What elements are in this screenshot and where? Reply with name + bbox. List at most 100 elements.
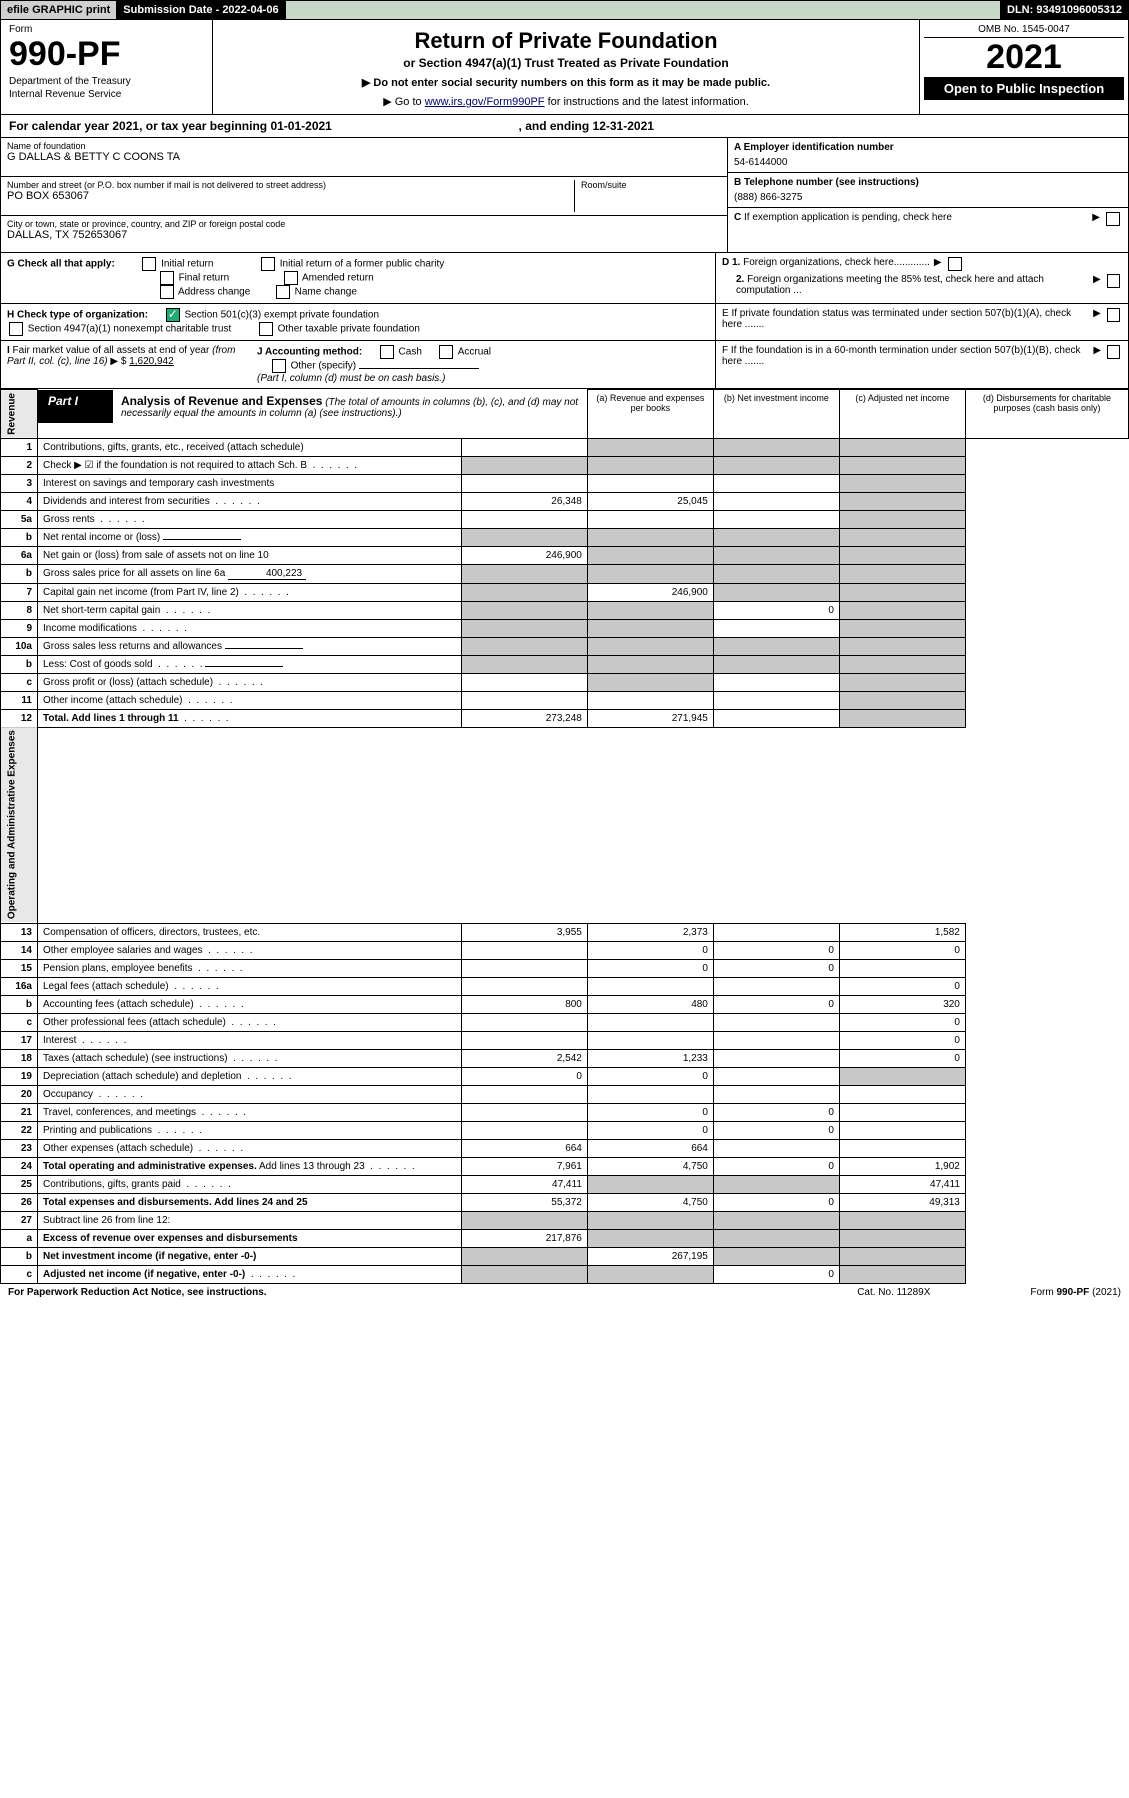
d1-label: Foreign organizations, check here.......…	[743, 257, 930, 268]
calendar-year-line: For calendar year 2021, or tax year begi…	[0, 115, 1129, 138]
name-change-checkbox[interactable]	[276, 285, 290, 299]
instr2-post: for instructions and the latest informat…	[545, 96, 749, 108]
j-label: J Accounting method:	[257, 347, 362, 358]
table-row: 21Travel, conferences, and meetings . . …	[1, 1103, 1129, 1121]
opt-4947: Section 4947(a)(1) nonexempt charitable …	[28, 324, 231, 335]
address-change-checkbox[interactable]	[160, 285, 174, 299]
exemption-pending-label: If exemption application is pending, che…	[744, 212, 952, 223]
501c3-checkbox[interactable]	[166, 308, 180, 322]
table-row: 23Other expenses (attach schedule) . . .…	[1, 1139, 1129, 1157]
phone-value: (888) 866-3275	[734, 188, 1122, 203]
table-row: 25Contributions, gifts, grants paid . . …	[1, 1175, 1129, 1193]
table-row: 12Total. Add lines 1 through 11 . . . . …	[1, 709, 1129, 727]
cal-end: 12-31-2021	[593, 119, 654, 133]
g-label: G Check all that apply:	[7, 259, 115, 270]
other-taxable-checkbox[interactable]	[259, 322, 273, 336]
table-row: 1Contributions, gifts, grants, etc., rec…	[1, 438, 1129, 456]
col-a-header: (a) Revenue and expenses per books	[587, 390, 713, 439]
top-bar: efile GRAPHIC print Submission Date - 20…	[0, 0, 1129, 20]
instr2-pre: ▶ Go to	[383, 96, 424, 108]
exemption-checkbox[interactable]	[1106, 212, 1120, 226]
section-h-row: H Check type of organization: Section 50…	[0, 304, 1129, 341]
col-c-header: (c) Adjusted net income	[839, 390, 965, 439]
table-row: 5aGross rents . . . . . .	[1, 510, 1129, 528]
table-row: 15Pension plans, employee benefits . . .…	[1, 959, 1129, 977]
opt-501c3: Section 501(c)(3) exempt private foundat…	[184, 310, 379, 321]
table-row: 17Interest . . . . . .0	[1, 1031, 1129, 1049]
f-checkbox[interactable]	[1107, 345, 1120, 359]
form-title: Return of Private Foundation	[223, 28, 909, 54]
opt-initial: Initial return	[161, 259, 213, 270]
cash-checkbox[interactable]	[380, 345, 394, 359]
e-label: E If private foundation status was termi…	[722, 308, 1089, 330]
final-return-checkbox[interactable]	[160, 271, 174, 285]
opt-address: Address change	[178, 287, 250, 298]
amended-checkbox[interactable]	[284, 271, 298, 285]
col-b-header: (b) Net investment income	[713, 390, 839, 439]
initial-former-checkbox[interactable]	[261, 257, 275, 271]
table-row: aExcess of revenue over expenses and dis…	[1, 1229, 1129, 1247]
cal-mid: , and ending	[519, 119, 593, 133]
form-number: 990-PF	[9, 35, 204, 74]
4947-checkbox[interactable]	[9, 322, 23, 336]
table-row: 27Subtract line 26 from line 12:	[1, 1211, 1129, 1229]
opt-accrual: Accrual	[458, 347, 491, 358]
table-row: bLess: Cost of goods sold . . . . . .	[1, 655, 1129, 673]
arrow-icon: ▶	[1093, 308, 1101, 330]
irs-link[interactable]: www.irs.gov/Form990PF	[425, 96, 545, 108]
opt-other: Other (specify)	[291, 361, 357, 372]
d1-checkbox[interactable]	[948, 257, 962, 271]
revenue-label: Revenue	[1, 390, 38, 439]
opt-other-taxable: Other taxable private foundation	[278, 324, 420, 335]
efile-graphic-label[interactable]: efile GRAPHIC print	[1, 1, 117, 19]
form-word: Form	[9, 24, 204, 35]
table-row: 2Check ▶ ☑ if the foundation is not requ…	[1, 456, 1129, 474]
table-row: cOther professional fees (attach schedul…	[1, 1013, 1129, 1031]
d2-checkbox[interactable]	[1107, 274, 1120, 288]
expenses-label: Operating and Administrative Expenses	[1, 727, 38, 923]
tax-year: 2021	[924, 38, 1124, 77]
table-row: 24Total operating and administrative exp…	[1, 1157, 1129, 1175]
section-ij-row: I Fair market value of all assets at end…	[0, 341, 1129, 389]
section-g-row: G Check all that apply: Initial return I…	[0, 253, 1129, 304]
arrow-icon: ▶	[1093, 345, 1101, 367]
col-d-header: (d) Disbursements for charitable purpose…	[965, 390, 1128, 439]
fmv-value: 1,620,942	[129, 356, 174, 367]
top-spacer	[286, 1, 1001, 19]
table-row: cAdjusted net income (if negative, enter…	[1, 1265, 1129, 1283]
table-row: bNet rental income or (loss)	[1, 528, 1129, 546]
street-address: PO BOX 653067	[7, 190, 574, 202]
table-row: 4Dividends and interest from securities …	[1, 492, 1129, 510]
submission-date: Submission Date - 2022-04-06	[117, 1, 285, 19]
table-row: 22Printing and publications . . . . . .0…	[1, 1121, 1129, 1139]
initial-return-checkbox[interactable]	[142, 257, 156, 271]
table-row: 9Income modifications . . . . . .	[1, 619, 1129, 637]
name-label: Name of foundation	[7, 141, 721, 151]
table-row: 16aLegal fees (attach schedule) . . . . …	[1, 977, 1129, 995]
instr-2: ▶ Go to www.irs.gov/Form990PF for instru…	[223, 95, 909, 108]
e-checkbox[interactable]	[1107, 308, 1120, 322]
table-row: bNet investment income (if negative, ent…	[1, 1247, 1129, 1265]
arrow-icon: ▶	[1093, 274, 1101, 296]
room-label: Room/suite	[581, 180, 721, 190]
other-method-checkbox[interactable]	[272, 359, 286, 373]
h-label: H Check type of organization:	[7, 310, 148, 321]
omb-number: OMB No. 1545-0047	[924, 24, 1124, 38]
table-row: cGross profit or (loss) (attach schedule…	[1, 673, 1129, 691]
dln: DLN: 93491096005312	[1001, 1, 1128, 19]
phone-label: B Telephone number (see instructions)	[734, 177, 1122, 188]
dept-line1: Department of the Treasury	[9, 76, 204, 87]
accrual-checkbox[interactable]	[439, 345, 453, 359]
opt-amended: Amended return	[302, 273, 374, 284]
page-footer: For Paperwork Reduction Act Notice, see …	[0, 1284, 1129, 1301]
table-row: 19Depreciation (attach schedule) and dep…	[1, 1067, 1129, 1085]
d2-label: Foreign organizations meeting the 85% te…	[736, 274, 1044, 296]
cal-begin: 01-01-2021	[270, 119, 331, 133]
table-row: 13Compensation of officers, directors, t…	[1, 923, 1129, 941]
addr-label: Number and street (or P.O. box number if…	[7, 180, 574, 190]
arrow-icon: ▶	[934, 257, 942, 271]
ein-value: 54-6144000	[734, 153, 1122, 168]
part1-desc: Analysis of Revenue and Expenses (The to…	[113, 390, 587, 423]
part1-label: Part I	[38, 390, 113, 423]
opt-final: Final return	[179, 273, 230, 284]
